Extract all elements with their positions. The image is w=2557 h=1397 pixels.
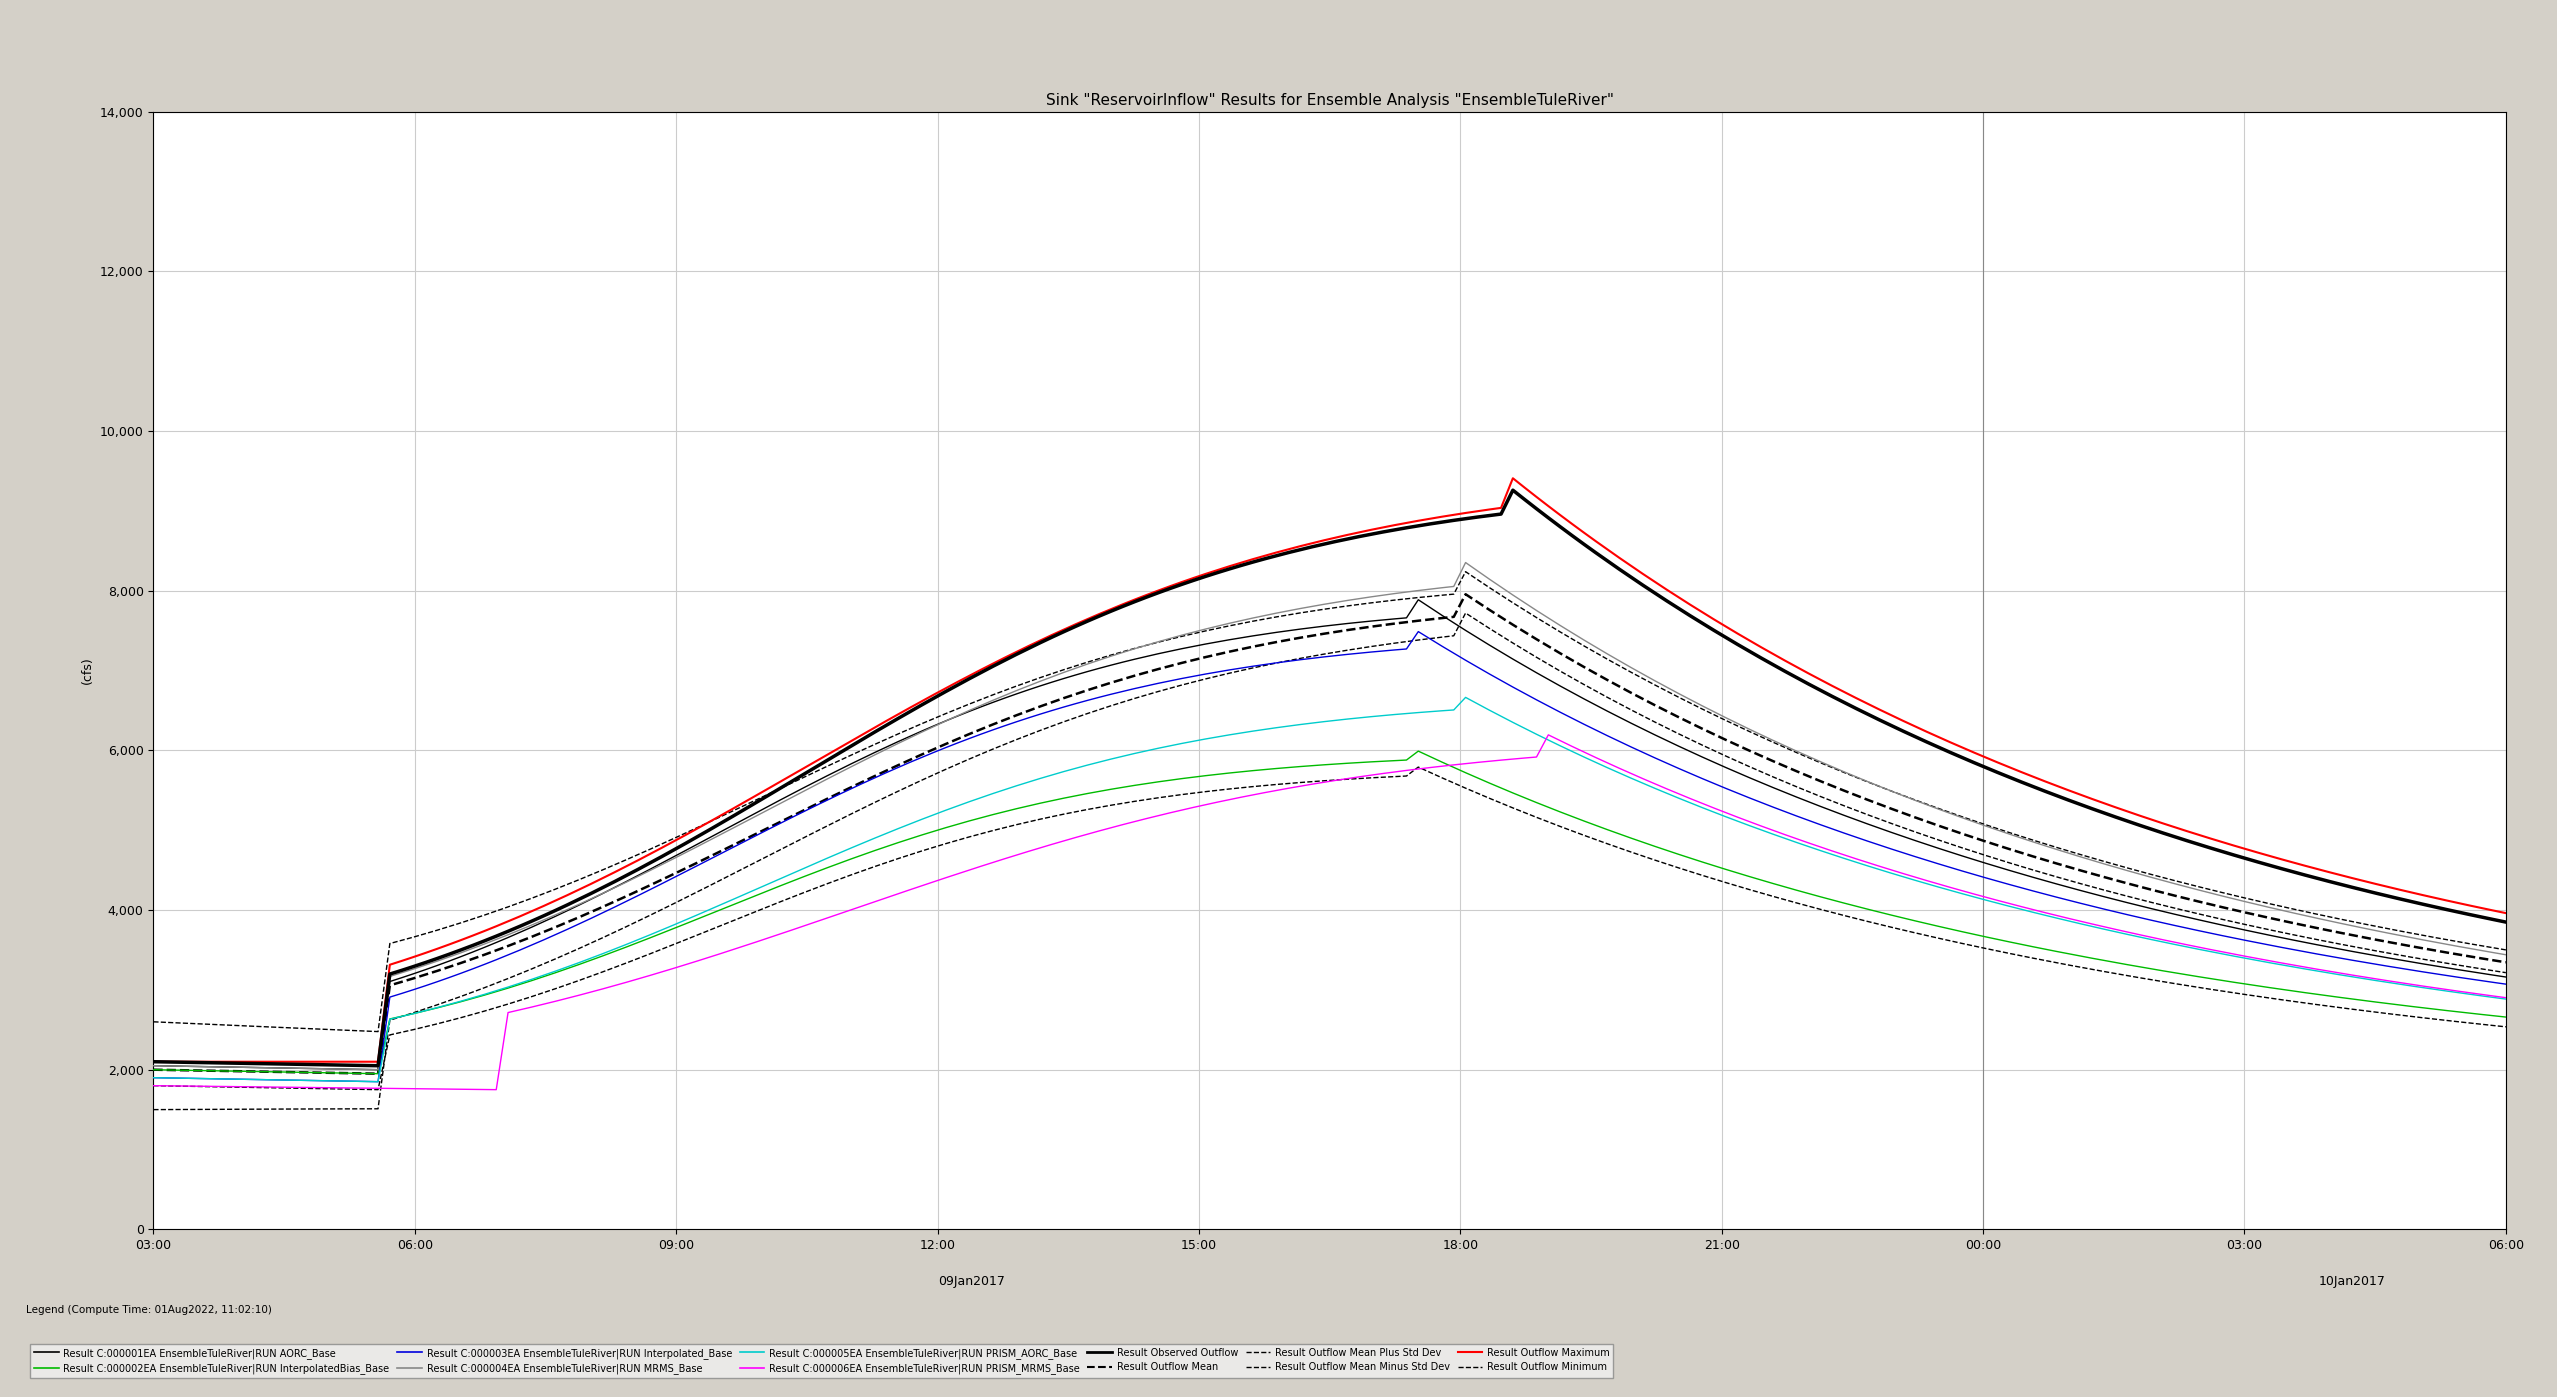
Legend: Result C:000001EA EnsembleTuleRiver|RUN AORC_Base, Result C:000002EA EnsembleTul: Result C:000001EA EnsembleTuleRiver|RUN … bbox=[31, 1344, 1613, 1379]
Text: 10Jan2017: 10Jan2017 bbox=[2319, 1275, 2386, 1288]
Y-axis label: (cfs): (cfs) bbox=[82, 657, 95, 685]
Title: Sink "ReservoirInflow" Results for Ensemble Analysis "EnsembleTuleRiver": Sink "ReservoirInflow" Results for Ensem… bbox=[1046, 92, 1613, 108]
Text: Legend (Compute Time: 01Aug2022, 11:02:10): Legend (Compute Time: 01Aug2022, 11:02:1… bbox=[26, 1305, 271, 1315]
Text: 09Jan2017: 09Jan2017 bbox=[938, 1275, 1005, 1288]
